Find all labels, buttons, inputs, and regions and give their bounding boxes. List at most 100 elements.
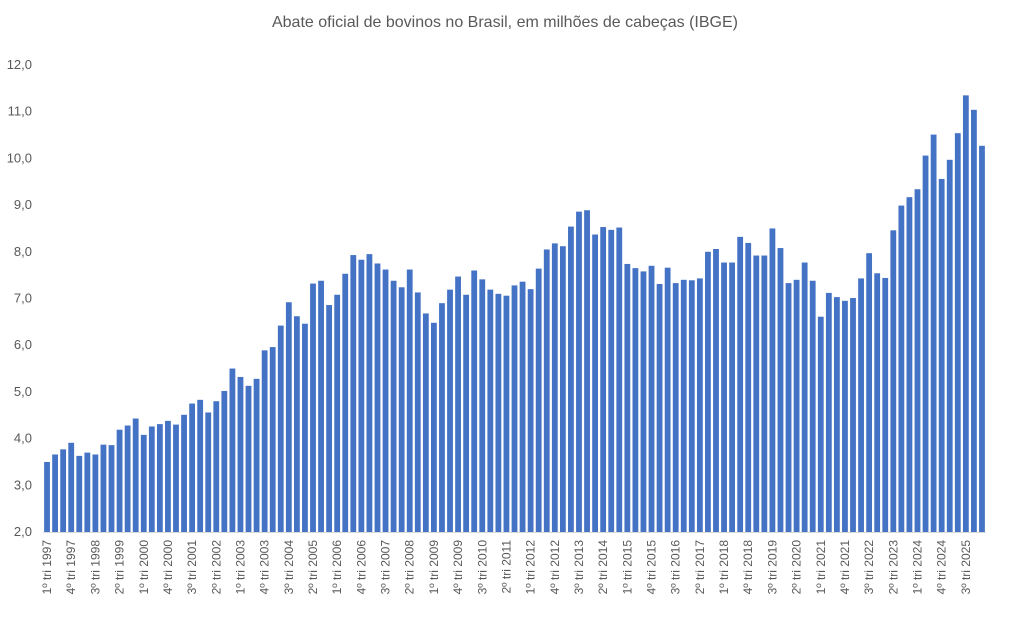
bar [962, 95, 969, 533]
bar [447, 289, 453, 532]
bar [439, 303, 445, 532]
y-tick-label: 12,0 [7, 57, 32, 72]
bar [584, 210, 590, 533]
bar [777, 248, 784, 532]
x-tick-label: 3º tri 2013 [572, 540, 586, 595]
bar [527, 289, 534, 532]
bar-series [44, 95, 985, 533]
x-tick-label: 3º tri 2001 [185, 540, 199, 595]
bar [293, 316, 300, 532]
bar [769, 228, 776, 532]
bar [245, 385, 252, 532]
x-tick-label: 2º tri 2020 [790, 540, 804, 595]
bar [858, 278, 864, 532]
x-tick-label: 1º tri 2021 [814, 540, 828, 595]
bar [116, 429, 123, 532]
x-tick-label: 2º tri 2002 [209, 540, 223, 595]
bar [455, 276, 461, 532]
x-tick-label: 3º tri 2025 [959, 540, 973, 595]
bar [213, 401, 220, 532]
bar [414, 292, 421, 532]
bar [906, 197, 913, 532]
bar [277, 325, 284, 532]
bar [850, 298, 856, 532]
x-tick-label: 3º tri 2010 [475, 540, 489, 595]
bar [302, 323, 308, 532]
bar [463, 294, 470, 532]
x-tick-label: 4º tri 1997 [64, 540, 78, 595]
bar [422, 313, 429, 532]
x-tick-label: 4º tri 2000 [161, 540, 175, 595]
bar [382, 269, 389, 532]
x-tick-label: 4º tri 2024 [935, 540, 949, 595]
bar [551, 243, 558, 532]
bar [76, 455, 83, 532]
bar [229, 368, 236, 532]
bar [205, 412, 212, 532]
bar [817, 316, 824, 532]
bar [479, 279, 486, 532]
bar [729, 262, 736, 532]
x-tick-label: 1º tri 2018 [717, 540, 731, 595]
bar [406, 269, 413, 532]
x-tick-label: 1º tri 2006 [330, 540, 344, 595]
x-tick-label: 2º tri 2005 [306, 540, 320, 595]
x-tick-label: 2º tri 2014 [596, 540, 610, 595]
bar [269, 347, 276, 532]
bar [390, 280, 397, 532]
bar [100, 444, 107, 532]
bar [833, 297, 840, 532]
bar [92, 454, 99, 532]
x-tick-label: 1º tri 2000 [137, 540, 151, 595]
bar [600, 227, 607, 533]
bar [431, 322, 437, 532]
bar [842, 300, 848, 532]
x-tick-label: 2º tri 2017 [693, 540, 707, 595]
bar [954, 133, 961, 532]
bar [519, 281, 526, 532]
bar [261, 350, 268, 532]
x-tick-label: 1º tri 2009 [427, 540, 441, 595]
bar [148, 426, 155, 532]
bar [253, 378, 260, 532]
x-tick-label: 3º tri 2016 [669, 540, 683, 595]
x-tick-label: 3º tri 2007 [379, 540, 393, 595]
bar [705, 251, 711, 533]
bar [809, 280, 816, 532]
bar [511, 285, 518, 532]
bar [237, 376, 244, 532]
bar [318, 280, 324, 532]
x-tick-label: 1º tri 1997 [40, 540, 54, 595]
bar [543, 249, 550, 532]
bar [721, 262, 727, 532]
bar [52, 454, 58, 532]
x-axis: 1º tri 1997 4º tri 1997 3º tri 1998 2º tri … [40, 532, 986, 595]
bar [882, 277, 889, 532]
bar [398, 287, 405, 532]
bar [785, 283, 792, 532]
bar [979, 145, 985, 533]
bar [890, 230, 897, 532]
bar [688, 280, 695, 532]
bar [656, 284, 663, 532]
bar [616, 227, 623, 532]
bar [946, 159, 953, 533]
bar [971, 109, 977, 532]
bar [358, 259, 365, 532]
bar [132, 418, 139, 532]
x-tick-label: 2º tri 2008 [403, 540, 417, 595]
bar [189, 403, 196, 532]
y-tick-label: 10,0 [7, 150, 32, 165]
bar [495, 293, 502, 532]
bar [640, 271, 647, 532]
bar [576, 211, 582, 532]
y-tick-label: 7,0 [14, 291, 32, 306]
x-tick-label: 2º tri 2011 [499, 540, 513, 594]
bar [737, 236, 744, 533]
x-tick-label: 4º tri 2021 [838, 540, 852, 595]
x-tick-label: 3º tri 2022 [862, 540, 876, 595]
bar [753, 255, 760, 533]
bar [310, 283, 316, 532]
y-tick-label: 4,0 [14, 431, 32, 446]
x-tick-label: 4º tri 2003 [258, 540, 272, 595]
